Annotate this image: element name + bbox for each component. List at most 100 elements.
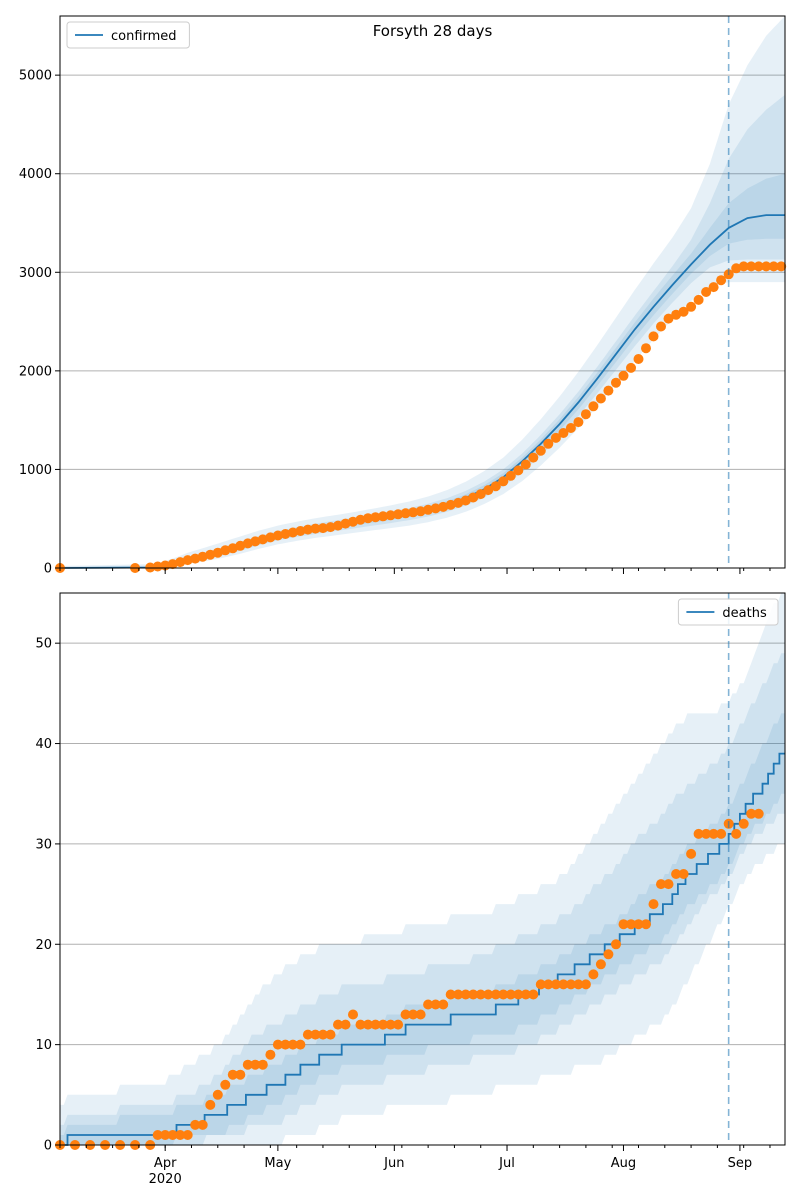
data-point <box>415 1009 426 1020</box>
data-point <box>333 520 343 531</box>
data-point <box>753 261 764 272</box>
data-point <box>603 385 614 396</box>
data-point <box>460 495 471 506</box>
data-point <box>408 507 419 518</box>
data-point <box>648 899 659 910</box>
data-point <box>415 506 426 517</box>
data-point <box>498 989 509 1000</box>
data-point <box>265 532 276 543</box>
uncertainty-band <box>60 593 785 1145</box>
data-point <box>295 526 306 536</box>
data-point <box>197 1119 208 1130</box>
data-point <box>475 989 486 1000</box>
data-point <box>318 523 328 534</box>
data-point <box>190 1119 201 1130</box>
uncertainty-band <box>60 94 785 569</box>
data-point <box>370 512 381 523</box>
data-point <box>490 989 501 1000</box>
y-tick-label: 2000 <box>19 364 52 379</box>
legend-label: confirmed <box>111 29 177 44</box>
data-point <box>633 354 644 364</box>
data-point <box>460 989 471 1000</box>
y-tick-label: 50 <box>35 637 52 652</box>
x-tick-label: May <box>264 1156 291 1171</box>
data-point <box>167 1130 178 1140</box>
data-point <box>656 321 666 332</box>
data-point <box>175 1130 186 1140</box>
data-point <box>280 529 291 539</box>
data-point <box>257 534 268 545</box>
uncertainty-band <box>60 653 785 1145</box>
data-point <box>400 508 411 519</box>
data-point <box>250 1059 261 1070</box>
x-tick-label: Apr <box>154 1156 177 1171</box>
data-point <box>190 553 201 564</box>
data-point <box>580 409 591 420</box>
data-point <box>205 549 216 560</box>
data-point <box>686 301 697 312</box>
data-point <box>468 492 479 503</box>
data-point <box>340 1019 351 1030</box>
data-point <box>325 522 336 533</box>
x-tick-label: Jul <box>498 1156 515 1171</box>
data-point <box>400 1009 411 1020</box>
data-point <box>355 1019 366 1030</box>
data-point <box>385 510 396 521</box>
data-point <box>716 828 727 839</box>
data-point <box>505 470 516 481</box>
data-point <box>242 1059 253 1070</box>
data-point <box>565 979 576 990</box>
legend-label: deaths <box>722 606 767 621</box>
data-point <box>520 989 531 1000</box>
data-point <box>656 879 666 890</box>
data-point <box>528 452 539 463</box>
data-point <box>152 1130 163 1140</box>
chart-title: Forsyth 28 days <box>373 22 493 40</box>
data-point <box>701 828 712 839</box>
data-point <box>355 514 366 525</box>
data-point <box>348 1009 358 1020</box>
data-point <box>535 445 546 456</box>
data-point <box>513 465 524 476</box>
data-point <box>265 1049 276 1060</box>
data-point <box>212 547 223 558</box>
x-tick-sublabel: 2020 <box>149 1172 182 1187</box>
data-point <box>671 869 682 879</box>
data-point <box>513 989 524 1000</box>
axes-frame <box>59 592 786 1146</box>
data-point <box>663 313 674 324</box>
data-point <box>588 401 599 412</box>
data-point <box>543 438 554 449</box>
data-point <box>641 343 651 354</box>
data-point <box>565 423 576 433</box>
data-point <box>220 545 231 556</box>
data-point <box>167 559 178 570</box>
data-point <box>648 331 659 342</box>
data-point <box>731 828 742 839</box>
legend: deaths <box>677 598 779 626</box>
data-point <box>453 989 464 1000</box>
data-point <box>580 979 591 990</box>
data-point <box>626 919 636 930</box>
data-point <box>205 1099 216 1110</box>
x-tick-label: Jun <box>383 1156 404 1171</box>
data-point <box>505 989 516 1000</box>
data-point <box>182 1130 193 1140</box>
data-point <box>520 459 531 470</box>
data-point <box>227 1069 238 1080</box>
data-point <box>753 808 764 819</box>
data-point <box>678 869 689 879</box>
data-point <box>678 306 689 317</box>
y-tick-label: 30 <box>35 837 52 852</box>
y-tick-label: 5000 <box>19 69 52 84</box>
data-point <box>611 939 621 950</box>
data-point <box>348 516 358 527</box>
data-point <box>272 530 283 541</box>
data-point <box>250 536 261 547</box>
uncertainty-band <box>60 16 785 568</box>
data-point <box>430 503 441 514</box>
data-point <box>295 1039 306 1050</box>
y-tick-label: 0 <box>44 562 52 577</box>
